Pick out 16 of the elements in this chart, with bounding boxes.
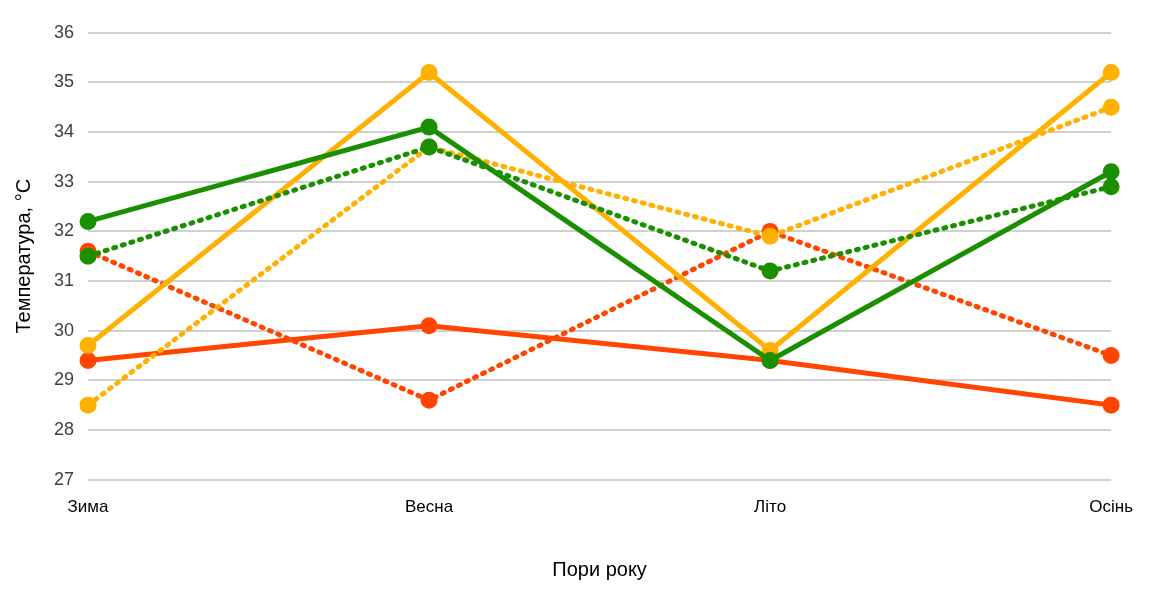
x-axis-title: Пори року bbox=[552, 557, 647, 580]
y-tick-label: 33 bbox=[53, 170, 75, 191]
y-tick-label: 28 bbox=[53, 418, 75, 439]
y-tick-label: 29 bbox=[53, 369, 75, 390]
x-tick-label: Літо bbox=[754, 497, 787, 517]
x-tick-label: Осінь bbox=[1089, 497, 1134, 517]
y-tick-label: 36 bbox=[53, 21, 75, 42]
y-tick-label: 35 bbox=[53, 71, 75, 92]
y-tick-label: 30 bbox=[53, 319, 75, 340]
x-tick-label: Зима bbox=[67, 497, 110, 517]
x-tick-label: Весна bbox=[404, 497, 454, 517]
y-tick-label: 31 bbox=[53, 269, 75, 290]
y-tick-label: 34 bbox=[53, 121, 75, 142]
y-axis-title: Температура, °C bbox=[11, 178, 34, 334]
y-tick-label: 27 bbox=[53, 468, 75, 489]
y-tick-label: 32 bbox=[53, 220, 75, 241]
